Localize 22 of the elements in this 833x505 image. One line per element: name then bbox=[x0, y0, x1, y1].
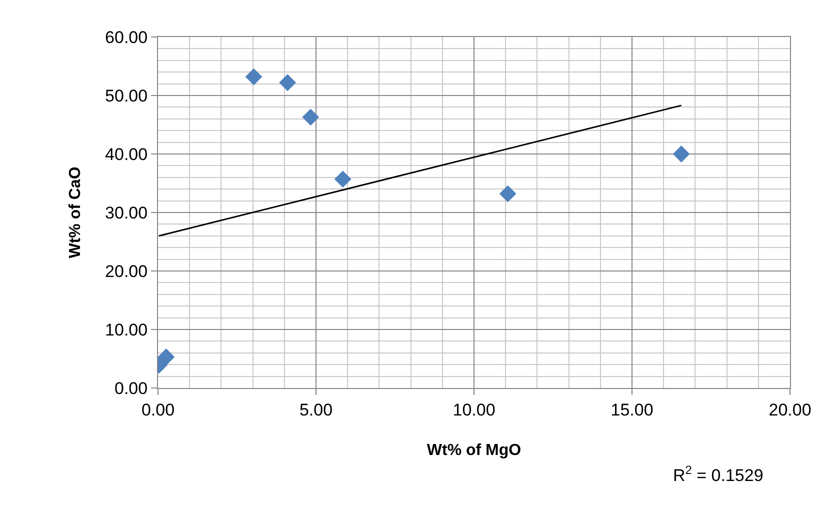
y-tick-label: 0.00 bbox=[114, 378, 148, 398]
y-axis-title: Wt% of CaO bbox=[66, 166, 84, 258]
x-tick-label: 5.00 bbox=[299, 400, 333, 420]
y-tick-label: 20.00 bbox=[105, 262, 148, 281]
y-tick-label: 60.00 bbox=[105, 28, 148, 47]
x-tick-label: 15.00 bbox=[610, 400, 654, 420]
y-tick-label: 10.00 bbox=[105, 320, 148, 340]
point bbox=[334, 170, 352, 188]
x-tick-label: 10.00 bbox=[452, 400, 496, 420]
point bbox=[279, 74, 296, 92]
y-tick-label: 50.00 bbox=[105, 86, 148, 106]
x-tick-label: 20.00 bbox=[768, 400, 812, 420]
x-axis-title: Wt% of MgO bbox=[426, 442, 522, 460]
point bbox=[158, 348, 175, 366]
point bbox=[302, 108, 320, 126]
point bbox=[245, 68, 262, 86]
point bbox=[499, 185, 516, 202]
point bbox=[672, 146, 690, 162]
text: R$^{2}$ = 0.1529 bbox=[673, 463, 764, 486]
y-tick-label: 40.00 bbox=[105, 144, 148, 164]
y-tick-label: 30.00 bbox=[105, 203, 148, 222]
x-tick-label: 0.00 bbox=[141, 400, 175, 420]
